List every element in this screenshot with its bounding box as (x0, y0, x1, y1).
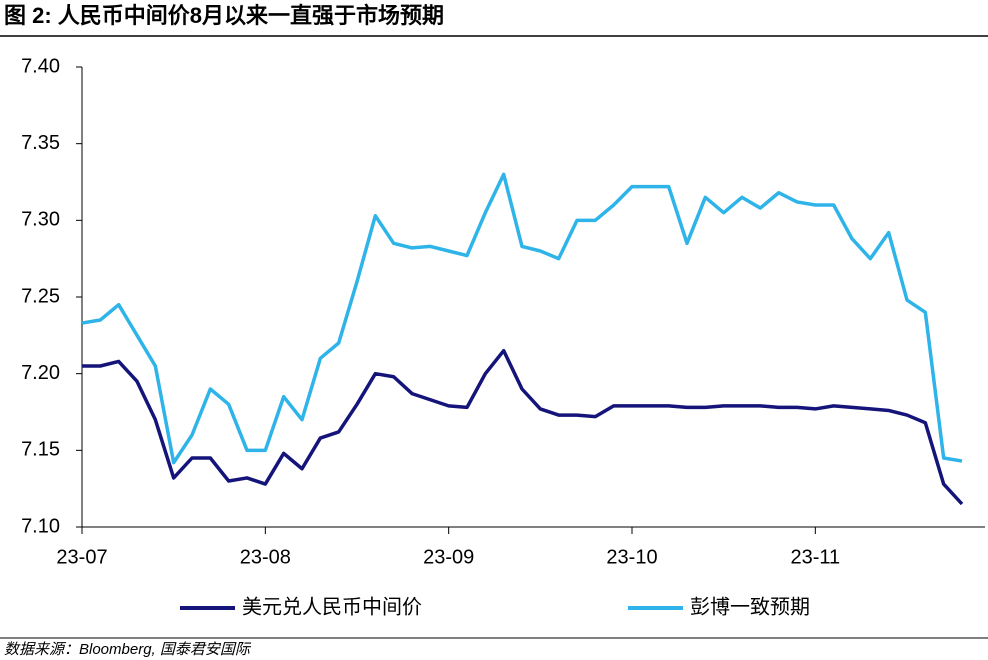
y-tick-label: 7.35 (21, 132, 60, 154)
source: 数据来源：Bloomberg, 国泰君安国际 (4, 641, 252, 658)
y-tick-label: 7.40 (21, 55, 60, 77)
y-tick-label: 7.10 (21, 515, 60, 537)
series-line (82, 348, 964, 506)
x-tick-label: 23-09 (423, 546, 474, 568)
x-tick-label: 23-08 (240, 546, 291, 568)
y-tick-label: 7.30 (21, 209, 60, 231)
y-tick-label: 7.15 (21, 439, 60, 461)
y-tick-label: 7.20 (21, 362, 60, 384)
x-tick-label: 23-07 (56, 546, 107, 568)
y-tick-label: 7.25 (21, 285, 60, 307)
x-tick-label: 23-11 (790, 546, 840, 568)
chart-title: 图 2: 人民币中间价8月以来一直强于市场预期 (4, 3, 444, 28)
legend-label: 彭博一致预期 (690, 595, 810, 618)
series-line (81, 172, 963, 465)
legend-label: 美元兑人民币中间价 (242, 595, 422, 618)
x-tick-label: 23-10 (606, 546, 657, 568)
